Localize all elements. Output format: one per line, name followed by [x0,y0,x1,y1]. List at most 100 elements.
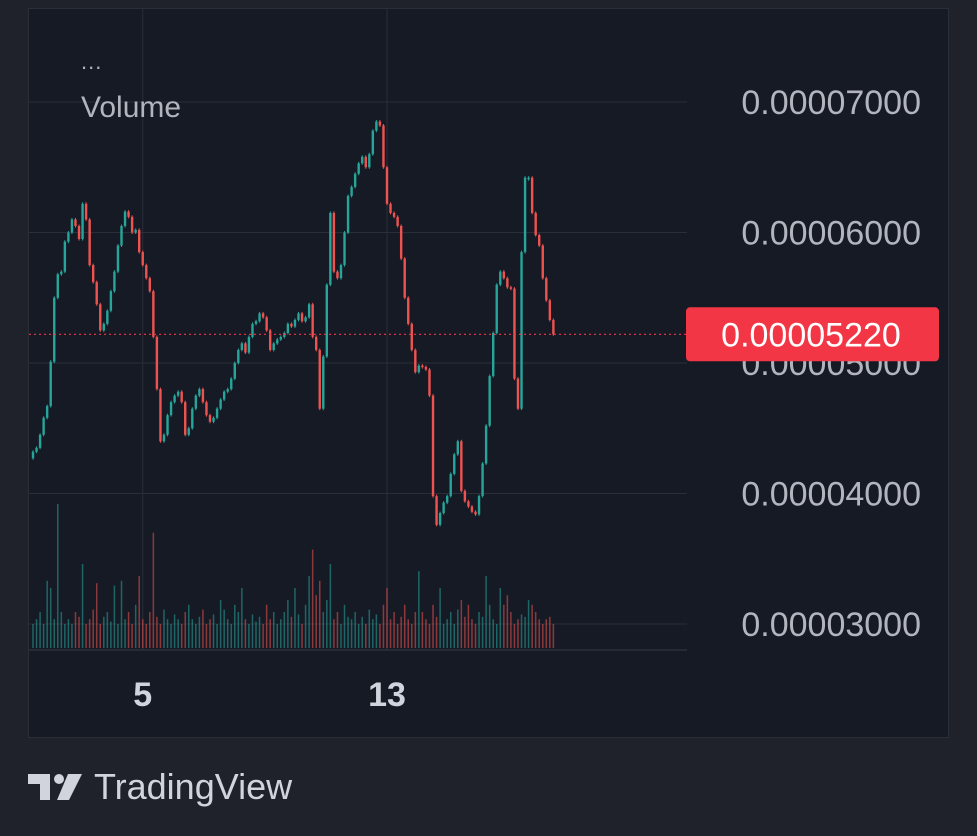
candle [445,494,449,505]
candle-body [424,366,428,370]
candle-body [346,195,350,233]
volume-bar [78,616,80,648]
candle-body [392,212,396,217]
candle-body [293,319,297,327]
price-axis-label: 0.00003000 [741,606,921,644]
candle [106,309,109,326]
volume-bar [255,621,257,648]
candle [63,240,67,274]
candle [60,270,63,276]
volume-bar [262,624,264,648]
candle-body [304,317,307,322]
candle [389,202,392,215]
candle-body [343,232,346,266]
candle [361,155,364,165]
candle-body [492,332,495,377]
candle-body [396,216,399,226]
candle [45,404,49,420]
candle [481,461,484,498]
volume-bar [99,624,102,648]
chart-panel[interactable]: 0.00007000 0.00006000 0.00005000 0.00004000… [28,8,949,738]
volume-bar [365,624,367,648]
volume-bar [506,595,509,648]
volume-bar [173,614,176,648]
legend-menu-dots[interactable]: ... [81,49,103,74]
candle [513,287,516,381]
volume-bar [241,588,243,648]
candle-body [162,434,166,442]
candle [240,341,244,352]
candle [318,348,321,411]
candle-body [463,490,467,502]
tradingview-branding[interactable]: TradingView [28,766,292,808]
price-axis-label: 0.00007000 [741,84,921,122]
tradingview-wordmark: TradingView [94,766,293,807]
candle-body [247,336,251,353]
volume-bar [92,609,94,648]
candle-body [130,216,134,233]
candle [148,276,152,293]
candle-body [297,313,300,320]
volume-bar [191,619,194,648]
volume-bar [368,609,371,648]
candle [545,276,548,302]
volume-bar [67,619,70,648]
candle [138,228,141,254]
candle-body [385,167,389,204]
volume-bar [276,624,279,648]
volume-bar [159,624,162,648]
candle-body [307,304,311,318]
volume-bar [495,624,498,648]
volume-bar [272,612,275,648]
candle-body [77,225,81,240]
candle [212,416,215,424]
candle [134,228,137,234]
volume-bar [481,616,484,648]
volume-bar [414,612,417,648]
candle [357,161,360,176]
candle-body [184,402,187,435]
volume-bar [411,624,413,648]
candle [194,394,198,411]
candle [410,322,413,352]
candle-body [198,389,201,396]
candle [378,120,382,127]
volume-bar [180,624,183,648]
candle-body [272,343,275,350]
time-axis-label: 13 [368,676,406,714]
candle [492,331,495,378]
candle [84,202,88,221]
candle-body [371,130,375,155]
tradingview-logo-icon [28,772,82,802]
volume-bar [308,576,310,648]
candle [88,217,91,267]
candle-body [35,447,38,452]
candle [70,217,74,234]
volume-bar [223,609,225,648]
candle-body [523,177,527,253]
volume-bar [418,571,420,648]
volume-bar [492,619,494,648]
volume-bar [209,619,211,648]
candle-body [102,323,105,331]
candle [258,311,261,323]
candle-body [495,284,498,333]
candle-body [212,417,215,422]
volume-bar [287,600,289,648]
candle-body [279,336,282,340]
volume-bar [503,604,505,648]
volume-bar [226,619,229,648]
volume-bar [379,624,381,648]
candle-body [187,428,190,435]
candle [261,311,265,319]
candle [442,501,445,515]
candle-body [438,513,442,525]
candle [162,433,166,443]
candle-body [467,501,470,507]
volume-bar [35,619,38,648]
volume-bar [290,616,293,648]
candle-body [38,434,42,448]
candle-body [407,297,410,324]
candle-body [329,212,332,285]
candlestick-chart[interactable]: 0.000070000.000060000.000050000.00004000… [29,9,950,739]
